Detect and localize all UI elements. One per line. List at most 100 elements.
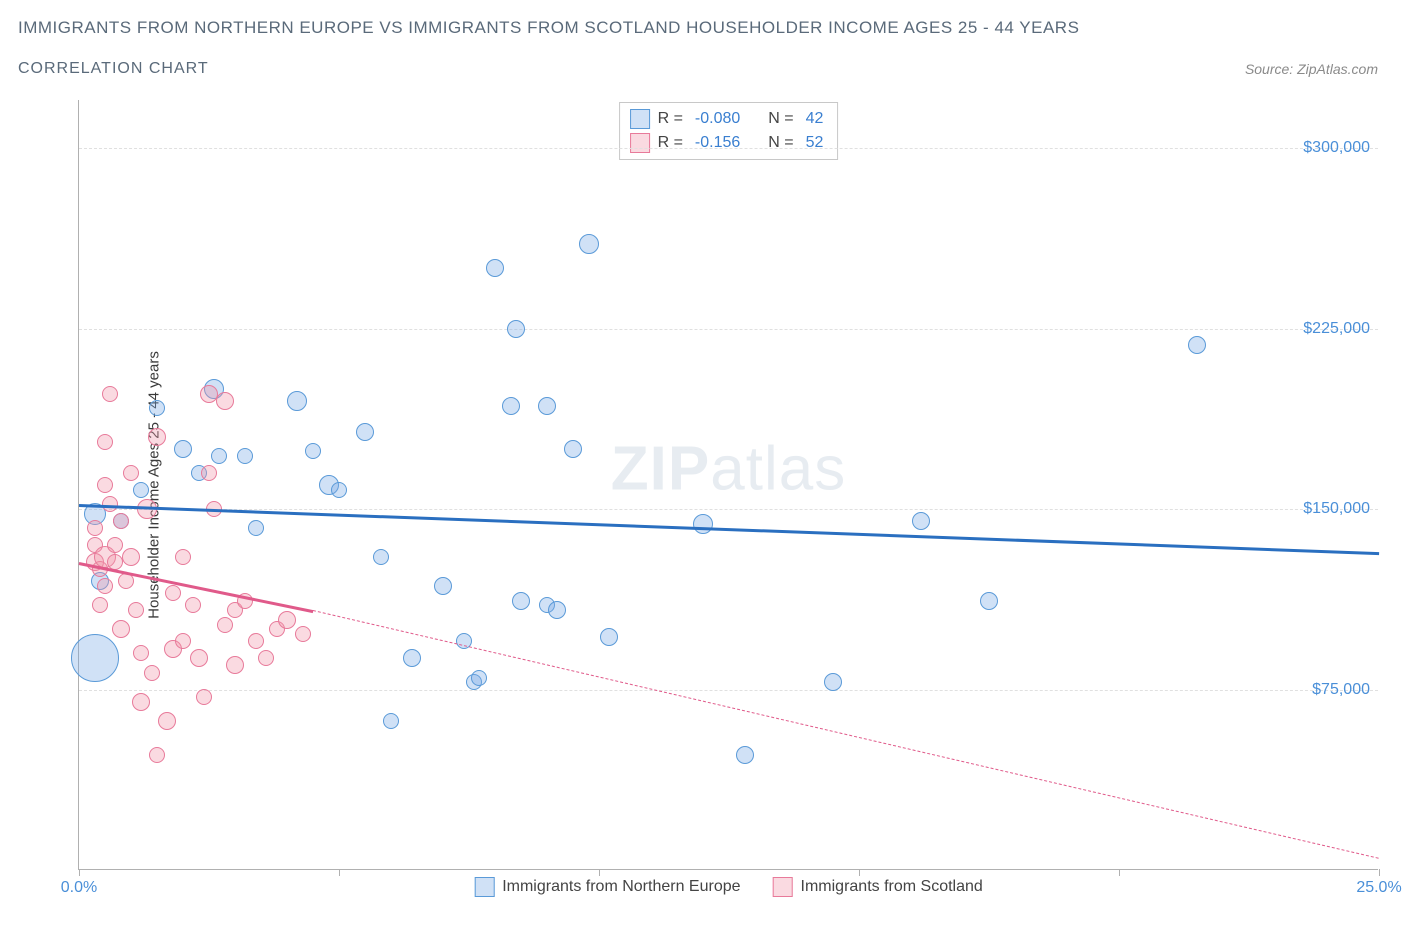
watermark: ZIPatlas	[611, 434, 846, 505]
data-point	[383, 713, 399, 729]
data-point	[538, 397, 556, 415]
data-point	[113, 513, 129, 529]
data-point	[211, 448, 227, 464]
gridline	[79, 509, 1378, 510]
data-point	[174, 440, 192, 458]
data-point	[144, 665, 160, 681]
data-point	[217, 617, 233, 633]
data-point	[278, 611, 296, 629]
data-point	[564, 440, 582, 458]
data-point	[1188, 336, 1206, 354]
data-point	[190, 649, 208, 667]
data-point	[87, 520, 103, 536]
data-point	[196, 689, 212, 705]
data-point	[548, 601, 566, 619]
data-point	[133, 482, 149, 498]
data-point	[97, 477, 113, 493]
data-point	[149, 400, 165, 416]
x-tick	[79, 869, 80, 876]
data-point	[102, 386, 118, 402]
data-point	[248, 633, 264, 649]
data-point	[201, 465, 217, 481]
data-point	[216, 392, 234, 410]
legend-item-1: Immigrants from Northern Europe	[474, 877, 740, 897]
data-point	[175, 549, 191, 565]
data-point	[912, 512, 930, 530]
legend-swatch-pink	[630, 133, 650, 153]
data-point	[258, 650, 274, 666]
data-point	[107, 537, 123, 553]
x-tick-label: 25.0%	[1356, 879, 1401, 897]
data-point	[502, 397, 520, 415]
data-point	[434, 577, 452, 595]
data-point	[71, 634, 119, 682]
legend-item-2: Immigrants from Scotland	[773, 877, 983, 897]
data-point	[331, 482, 347, 498]
y-tick-label: $75,000	[1312, 681, 1370, 699]
data-point	[736, 746, 754, 764]
r-value-2: -0.156	[695, 134, 740, 152]
n-label: N =	[768, 110, 793, 128]
r-value-1: -0.080	[695, 110, 740, 128]
data-point	[133, 645, 149, 661]
data-point	[149, 747, 165, 763]
stats-row-series-2: R = -0.156 N = 52	[630, 131, 828, 155]
x-tick	[1119, 869, 1120, 876]
x-tick	[1379, 869, 1380, 876]
chart-container: Householder Income Ages 25 - 44 years ZI…	[48, 100, 1378, 870]
chart-subtitle: CORRELATION CHART	[18, 60, 209, 78]
trend-line-dashed	[313, 610, 1379, 859]
bottom-legend: Immigrants from Northern Europe Immigran…	[474, 877, 983, 897]
data-point	[356, 423, 374, 441]
legend-swatch-blue	[630, 109, 650, 129]
data-point	[403, 649, 421, 667]
data-point	[112, 620, 130, 638]
data-point	[123, 465, 139, 481]
r-label: R =	[658, 110, 683, 128]
gridline	[79, 329, 1378, 330]
y-tick-label: $150,000	[1303, 500, 1370, 518]
legend-swatch-blue	[474, 877, 494, 897]
data-point	[237, 448, 253, 464]
data-point	[226, 656, 244, 674]
r-label: R =	[658, 134, 683, 152]
y-tick-label: $300,000	[1303, 139, 1370, 157]
x-tick	[859, 869, 860, 876]
n-value-2: 52	[806, 134, 824, 152]
data-point	[600, 628, 618, 646]
data-point	[471, 670, 487, 686]
data-point	[128, 602, 144, 618]
data-point	[248, 520, 264, 536]
data-point	[287, 391, 307, 411]
trend-line	[79, 504, 1379, 555]
data-point	[175, 633, 191, 649]
stats-row-series-1: R = -0.080 N = 42	[630, 107, 828, 131]
data-point	[373, 549, 389, 565]
data-point	[122, 548, 140, 566]
data-point	[185, 597, 201, 613]
data-point	[824, 673, 842, 691]
data-point	[512, 592, 530, 610]
data-point	[980, 592, 998, 610]
plot-area: ZIPatlas R = -0.080 N = 42 R = -0.156 N …	[78, 100, 1378, 870]
data-point	[305, 443, 321, 459]
legend-label-1: Immigrants from Northern Europe	[502, 878, 740, 896]
data-point	[486, 259, 504, 277]
data-point	[92, 597, 108, 613]
data-point	[148, 428, 166, 446]
data-point	[507, 320, 525, 338]
stats-box: R = -0.080 N = 42 R = -0.156 N = 52	[619, 102, 839, 160]
data-point	[97, 578, 113, 594]
x-tick	[339, 869, 340, 876]
n-label: N =	[768, 134, 793, 152]
data-point	[165, 585, 181, 601]
x-tick-label: 0.0%	[61, 879, 97, 897]
legend-swatch-pink	[773, 877, 793, 897]
source-attribution: Source: ZipAtlas.com	[1245, 61, 1378, 77]
y-tick-label: $225,000	[1303, 320, 1370, 338]
data-point	[295, 626, 311, 642]
gridline	[79, 148, 1378, 149]
data-point	[118, 573, 134, 589]
data-point	[579, 234, 599, 254]
gridline	[79, 690, 1378, 691]
